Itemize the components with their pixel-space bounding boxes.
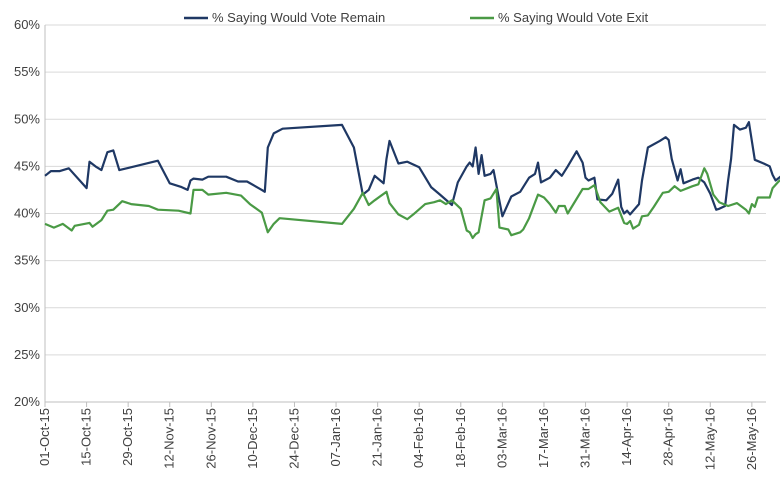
x-tick-label: 28-Apr-16 xyxy=(661,408,676,466)
x-tick-label: 21-Jan-16 xyxy=(370,408,385,467)
y-tick-label: 50% xyxy=(14,111,40,126)
x-axis: 01-Oct-15 15-Oct-15 29-Oct-15 12-Nov-15 26-N… xyxy=(37,401,766,470)
legend-label-remain: % Saying Would Vote Remain xyxy=(212,10,385,25)
gridlines xyxy=(45,24,766,356)
x-tick-label: 12-Nov-15 xyxy=(162,408,177,469)
y-tick-label: 40% xyxy=(14,206,40,221)
y-tick-label: 45% xyxy=(14,158,40,173)
y-tick-label: 60% xyxy=(14,17,40,32)
x-tick-label: 24-Dec-15 xyxy=(286,408,301,469)
legend: % Saying Would Vote Remain % Saying Would… xyxy=(184,10,648,25)
x-tick-label: 04-Feb-16 xyxy=(411,408,426,468)
y-tick-label: 35% xyxy=(14,253,40,268)
y-tick-label: 20% xyxy=(14,394,40,409)
series-lines xyxy=(44,120,780,240)
y-axis: 20% 25% 30% 35% 40% 45% 50% 55% 60% xyxy=(14,17,46,409)
x-tick-label: 10-Dec-15 xyxy=(245,408,260,469)
legend-label-exit: % Saying Would Vote Exit xyxy=(498,10,648,25)
x-tick-label: 17-Mar-16 xyxy=(536,408,551,468)
x-tick-label: 29-Oct-15 xyxy=(120,408,135,466)
y-tick-label: 30% xyxy=(14,300,40,315)
y-tick-label: 55% xyxy=(14,64,40,79)
x-tick-label: 01-Oct-15 xyxy=(37,408,52,466)
x-tick-label: 26-May-16 xyxy=(744,408,759,470)
x-tick-label: 15-Oct-15 xyxy=(79,408,94,466)
series-line-exit xyxy=(44,167,780,240)
x-tick-label: 31-Mar-16 xyxy=(578,408,593,468)
y-tick-label: 25% xyxy=(14,347,40,362)
x-tick-label: 18-Feb-16 xyxy=(453,408,468,468)
series-line-remain xyxy=(44,120,780,218)
x-tick-label: 03-Mar-16 xyxy=(494,408,509,468)
x-tick-label: 14-Apr-16 xyxy=(619,408,634,466)
x-tick-label: 07-Jan-16 xyxy=(328,408,343,467)
x-tick-label: 26-Nov-15 xyxy=(203,408,218,469)
x-tick-label: 12-May-16 xyxy=(702,408,717,470)
